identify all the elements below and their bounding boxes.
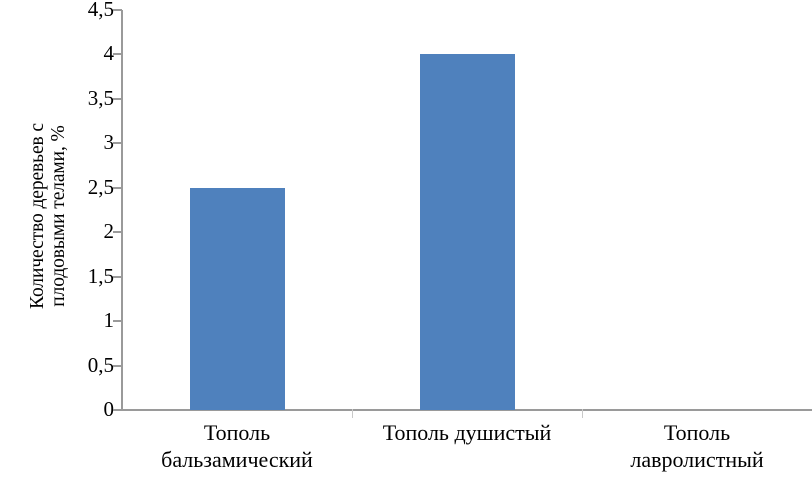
- y-axis-tick-mark: [113, 231, 122, 234]
- y-axis-tick-mark: [113, 364, 122, 367]
- y-axis-tick-label: 3,5: [87, 85, 114, 110]
- plot-area: [122, 10, 812, 410]
- y-axis-tick-label: 2,5: [87, 174, 114, 199]
- y-axis-tick-mark: [113, 142, 122, 145]
- x-axis-category-label-line: Тополь душистый: [382, 420, 552, 445]
- y-axis-line: [121, 10, 123, 411]
- x-axis-category-label-line: Тополь: [203, 420, 271, 445]
- x-axis-category-label-line: Тополь: [663, 420, 731, 445]
- y-axis-tick-label: 1: [103, 308, 115, 333]
- x-axis-category-label: Тополь лавролистный: [582, 420, 812, 474]
- y-axis-tick-mark: [113, 97, 122, 100]
- x-axis-line: [121, 409, 812, 411]
- y-axis-tick-label: 4,5: [87, 0, 114, 21]
- bar: [419, 54, 515, 410]
- y-axis-tick-mark: [113, 186, 122, 189]
- y-axis-tick-label: 0: [103, 397, 115, 421]
- y-axis-tick-mark: [113, 275, 122, 278]
- y-axis-tick-mark: [113, 53, 122, 56]
- y-axis-tick-label: 2: [103, 219, 115, 244]
- x-axis-category-label: Тополь душистый: [352, 420, 582, 447]
- y-axis-tick-mark: [113, 9, 122, 11]
- y-axis-tick-labels: 0 0,5 1 1,5 2 2,5 3 3,5 4 4,5: [40, 0, 114, 496]
- x-axis-category-label-line: бальзамический: [161, 446, 313, 472]
- y-axis-tick-label: 3: [103, 130, 115, 155]
- y-axis-tick-mark: [113, 320, 122, 323]
- x-axis-tick-mark: [352, 409, 353, 418]
- y-axis-tick-label: 4: [103, 41, 115, 66]
- y-axis-tick-mark: [113, 409, 122, 411]
- x-axis-category-labels: Тополь бальзамический Тополь душистый Топол…: [122, 420, 812, 496]
- x-axis-tick-mark: [582, 409, 583, 418]
- x-axis-category-label: Тополь бальзамический: [122, 420, 352, 474]
- x-axis-category-label-line: лавролистный: [630, 446, 764, 472]
- bar: [189, 187, 285, 410]
- y-axis-tick-label: 1,5: [87, 263, 114, 288]
- y-axis-tick-label: 0,5: [87, 352, 114, 377]
